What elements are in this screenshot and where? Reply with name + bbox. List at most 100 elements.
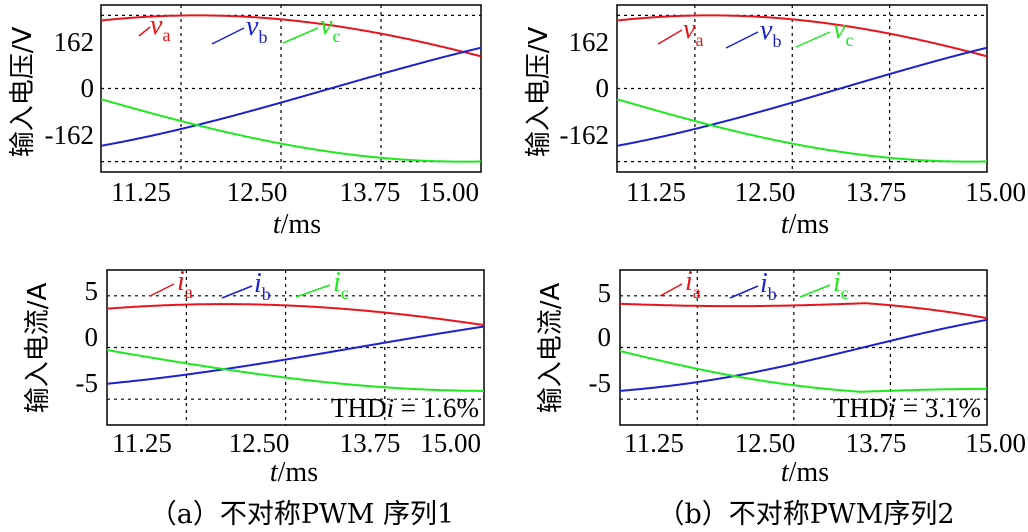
- legend-pointer: [659, 283, 683, 297]
- legend-pointer: [138, 26, 151, 37]
- legend-sub: a: [693, 282, 701, 302]
- legend-var: i: [760, 268, 768, 299]
- legend-var: v: [683, 14, 696, 45]
- voltage-panel-a: 162 0 -162 11.25 12.50 13.75 15.00 t/ms …: [8, 4, 482, 240]
- thd-annotation: THDi = 3.1%: [833, 393, 981, 423]
- legend-ic: ic: [833, 267, 849, 303]
- legend-sub: a: [162, 25, 170, 45]
- legend-var: v: [150, 10, 163, 41]
- series-line-vc: [616, 98, 988, 163]
- x-tick-label: 11.25: [626, 177, 686, 207]
- legend-va: va: [683, 14, 703, 50]
- series-line-ic: [106, 349, 484, 392]
- legend-sub: b: [768, 284, 777, 304]
- y-tick-label: 5: [85, 276, 99, 306]
- x-tick-label: 12.50: [735, 177, 796, 207]
- x-axis-var: t: [273, 209, 282, 240]
- legend-vc: vc: [320, 10, 340, 46]
- curves: [106, 303, 485, 392]
- x-axis-unit: /ms: [789, 457, 829, 488]
- y-axis-label: 输入电压/V: [524, 27, 554, 158]
- x-tick-label: 13.75: [340, 177, 401, 207]
- x-tick-label: 15.00: [965, 177, 1026, 207]
- legend-sub: b: [772, 31, 781, 51]
- y-axis-label: 输入电流/A: [23, 283, 53, 414]
- series-line-va: [616, 14, 988, 58]
- legend-vb: vb: [760, 15, 781, 51]
- legend-var: v: [246, 11, 259, 42]
- legend-var: i: [333, 267, 341, 298]
- y-tick-label: 0: [81, 73, 95, 103]
- thd-prefix: THD: [331, 393, 387, 423]
- legend-var: v: [760, 15, 773, 46]
- x-axis-var: t: [781, 209, 790, 240]
- y-tick-label: 5: [598, 278, 612, 308]
- thd-annotation: THDi = 1.6%: [331, 393, 479, 423]
- x-axis-label: t/ms: [270, 457, 318, 488]
- curves: [100, 14, 482, 163]
- legend-sub: b: [258, 27, 267, 47]
- series-line-ib: [619, 318, 988, 392]
- legend-ic: ic: [333, 267, 349, 303]
- x-axis-var: t: [270, 457, 279, 488]
- gridlines: [617, 5, 987, 172]
- y-tick-label: -162: [45, 120, 95, 150]
- legend-pointer: [295, 284, 331, 298]
- thd-var: i: [387, 393, 395, 423]
- legend-sub: a: [695, 30, 703, 50]
- x-tick-label: 12.50: [229, 428, 290, 458]
- legend-pointer: [729, 285, 759, 299]
- legend-ia: ia: [685, 266, 701, 302]
- legend-vb: vb: [246, 11, 267, 47]
- caption-right: （b）不对称PWM序列2: [657, 499, 954, 530]
- legend-pointer: [211, 27, 245, 45]
- x-tick-label: 12.50: [227, 177, 288, 207]
- y-tick-label: 0: [598, 322, 612, 352]
- x-tick-label: 15.00: [420, 428, 481, 458]
- legend-pointer: [657, 29, 683, 45]
- current-panel-b: 5 0 -5 11.25 12.50 13.75 15.00 t/ms 输入电流…: [536, 266, 1026, 488]
- legend-pointer: [799, 284, 831, 298]
- x-axis-unit: /ms: [278, 457, 318, 488]
- x-tick-label: 15.00: [965, 428, 1026, 458]
- legend-ib: ib: [254, 268, 271, 304]
- series-line-va: [100, 14, 482, 58]
- legend-var: v: [833, 14, 846, 45]
- legend-sub: c: [845, 30, 853, 50]
- legend-pointer: [282, 27, 319, 44]
- legend-pointer: [795, 31, 831, 48]
- thd-value: = 3.1%: [896, 393, 981, 423]
- x-tick-label: 11.25: [111, 177, 171, 207]
- thd-var: i: [889, 393, 897, 423]
- legend-ia: ia: [177, 266, 193, 302]
- legend-pointer: [221, 285, 253, 299]
- legend-var: i: [833, 267, 841, 298]
- x-axis-unit: /ms: [789, 209, 829, 240]
- series-line-ia: [106, 303, 485, 327]
- x-tick-label: 15.00: [418, 177, 479, 207]
- y-axis-label: 输入电流/A: [536, 283, 566, 414]
- x-tick-label: 13.75: [846, 428, 907, 458]
- y-tick-label: 162: [569, 27, 610, 57]
- current-panel-a: 5 0 -5 11.25 12.50 13.75 15.00 t/ms 输入电流…: [23, 266, 485, 488]
- x-axis-unit: /ms: [281, 209, 321, 240]
- y-tick-label: 162: [54, 27, 95, 57]
- thd-prefix: THD: [833, 393, 889, 423]
- series-line-vc: [100, 98, 482, 163]
- x-tick-label: 13.75: [340, 428, 401, 458]
- legend-pointer: [725, 31, 759, 49]
- y-tick-label: -5: [589, 368, 612, 398]
- legend-va: va: [150, 10, 170, 45]
- y-tick-label: -5: [76, 368, 99, 398]
- legend-pointer: [149, 283, 175, 297]
- x-tick-label: 13.75: [846, 177, 907, 207]
- thd-value: = 1.6%: [394, 393, 479, 423]
- y-tick-label: 0: [596, 73, 610, 103]
- series-line-vb: [100, 46, 482, 147]
- x-tick-label: 11.25: [624, 428, 684, 458]
- y-tick-label: 0: [85, 322, 99, 352]
- caption-left: （a）不对称PWM 序列1: [150, 499, 454, 530]
- series-line-vb: [616, 46, 988, 147]
- gridlines: [107, 270, 484, 425]
